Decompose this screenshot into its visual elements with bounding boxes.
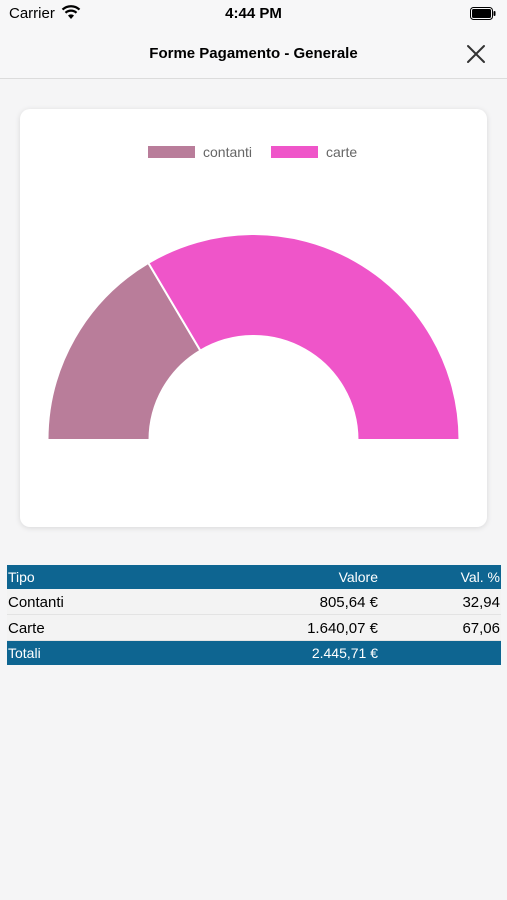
payment-table: Tipo Valore Val. % Contanti 805,64 € 32,… <box>7 565 501 665</box>
legend-swatch-contanti[interactable] <box>148 146 195 158</box>
legend-label-contanti[interactable]: contanti <box>203 144 252 160</box>
close-icon[interactable] <box>462 40 490 68</box>
battery-icon <box>470 7 496 20</box>
cell-valore: 805,64 € <box>319 594 378 611</box>
nav-bar: Forme Pagamento - Generale <box>0 30 507 79</box>
footer-label: Totali <box>8 645 41 661</box>
header-tipo: Tipo <box>8 569 35 585</box>
cell-percent: 32,94 <box>462 594 500 611</box>
chart-card: contanti carte <box>20 109 487 527</box>
slice-contanti[interactable] <box>46 261 202 441</box>
footer-total: 2.445,71 € <box>311 645 378 661</box>
legend-label-carte[interactable]: carte <box>326 144 357 160</box>
table-footer-row: Totali 2.445,71 € <box>7 641 501 665</box>
wifi-icon <box>61 5 81 19</box>
header-percent: Val. % <box>460 569 500 585</box>
page-title: Forme Pagamento - Generale <box>149 45 358 62</box>
cell-valore: 1.640,07 € <box>307 620 378 637</box>
cell-tipo: Carte <box>8 620 45 637</box>
cell-tipo: Contanti <box>8 594 64 611</box>
legend-swatch-carte[interactable] <box>271 146 318 158</box>
half-doughnut-chart: contanti carte <box>46 144 461 441</box>
chart-legend: contanti carte <box>148 144 357 160</box>
table-row: Carte 1.640,07 € 67,06 <box>7 615 501 641</box>
table-header-row: Tipo Valore Val. % <box>7 565 501 589</box>
table-row: Contanti 805,64 € 32,94 <box>7 589 501 615</box>
clock: 4:44 PM <box>225 5 282 22</box>
carrier-label: Carrier <box>9 5 55 22</box>
status-bar: Carrier 4:44 PM <box>0 0 507 30</box>
chart-slices <box>46 233 461 441</box>
header-valore: Valore <box>338 569 378 585</box>
slice-carte[interactable] <box>146 233 461 441</box>
cell-percent: 67,06 <box>462 620 500 637</box>
